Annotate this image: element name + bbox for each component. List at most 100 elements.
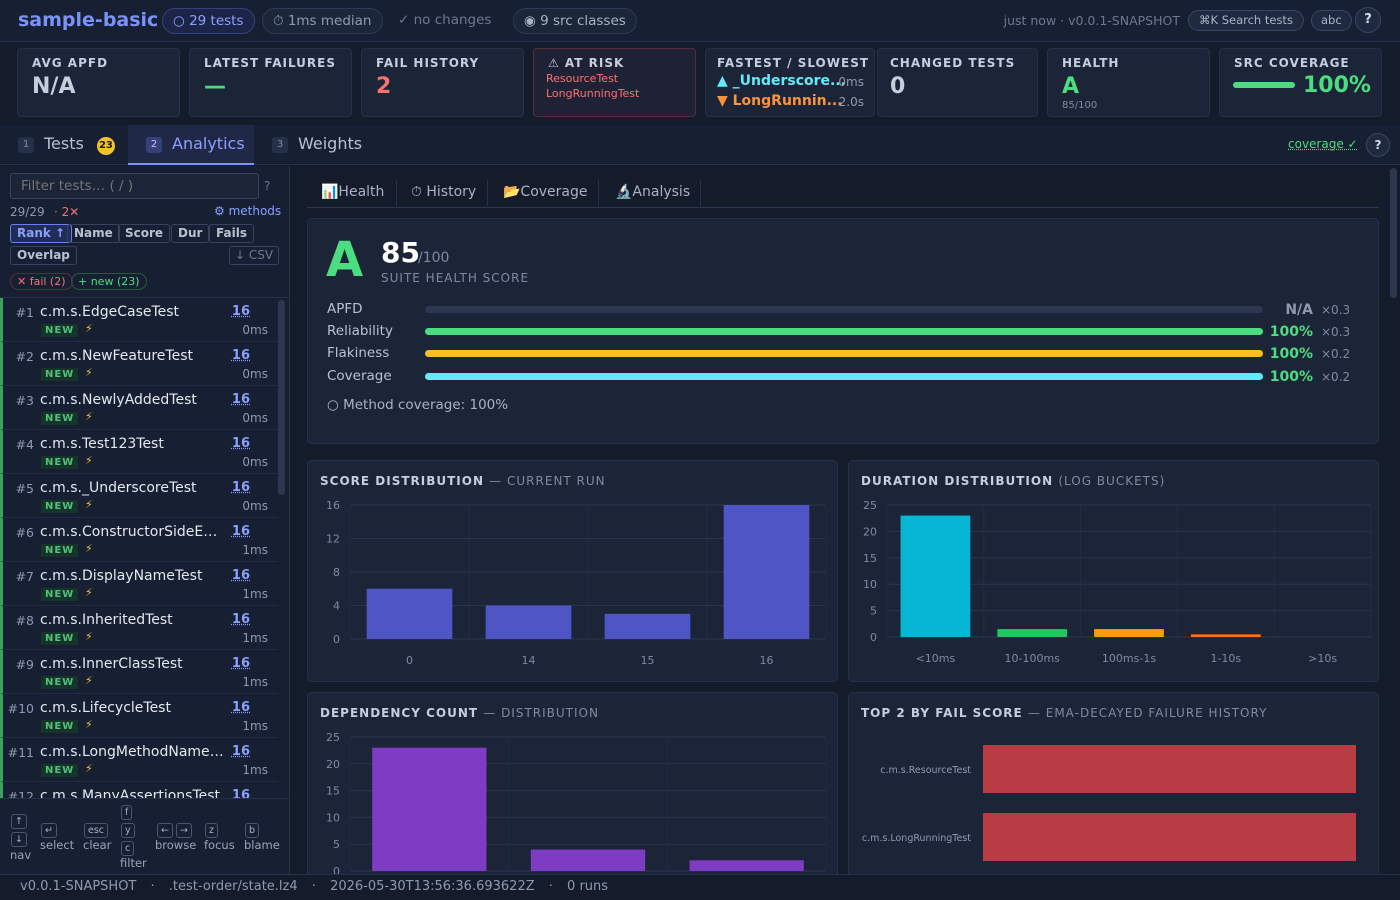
chart-bar[interactable] [983,813,1356,861]
test-score[interactable]: 16 [231,304,250,319]
slowest-test[interactable]: ▼ LongRunnin... [717,93,843,109]
tab-tests[interactable]: 1 Tests 23 [18,125,128,165]
test-row[interactable]: #5 c.m.s._UnderscoreTest NEW 16 0ms ⚡ [0,474,278,518]
filter-tests-input[interactable] [10,173,259,199]
subtab-coverage[interactable]: 📂Coverage [503,184,588,200]
chart-bar[interactable] [530,849,646,871]
new-badge: NEW [41,368,79,381]
test-score[interactable]: 16 [231,788,250,798]
help-button[interactable]: ? [1355,7,1381,33]
metric-label: Reliability [327,323,393,339]
chart-bar[interactable] [604,613,691,639]
test-row[interactable]: #6 c.m.s.ConstructorSideEffe... NEW 16 1ms ⚡ [0,518,278,562]
divider [396,180,397,206]
chart-bar[interactable] [485,605,572,640]
tests-count-pill[interactable]: ○ 29 tests [162,8,255,34]
test-score[interactable]: 16 [231,480,250,495]
fastest-test[interactable]: ▲ _Underscore... [717,73,847,89]
duration-distribution-chart: 0 5 10 15 20 25 <10ms 10-100ms 100ms-1s 1-10s >10s [863,499,1372,665]
test-rank: #7 [15,569,34,584]
card-label: SRC COVERAGE [1234,56,1350,70]
filter-help-icon[interactable]: ? [264,179,271,193]
abc-toggle-button[interactable]: abc [1311,10,1352,31]
test-duration: 1ms [242,675,268,689]
health-score-max: /100 [418,250,450,266]
main-scrollbar[interactable] [1390,168,1397,298]
metric-value: 100% [1269,369,1313,385]
sidebar-scrollbar[interactable] [278,300,285,495]
overlap-button[interactable]: Overlap [10,246,77,265]
test-score[interactable]: 16 [231,392,250,407]
test-name: c.m.s.NewlyAddedTest [40,392,197,408]
test-row[interactable]: #3 c.m.s.NewlyAddedTest NEW 16 0ms ⚡ [0,386,278,430]
coverage-link[interactable]: coverage ✓ [1288,137,1358,151]
sort-fails-button[interactable]: Fails [209,224,254,243]
chart-bar[interactable] [1190,634,1261,637]
tab-weights[interactable]: 3 Weights [272,125,362,165]
test-row[interactable]: #1 c.m.s.EdgeCaseTest NEW 16 0ms ⚡ [0,298,278,342]
sort-score-button[interactable]: Score [118,224,171,243]
app-brand[interactable]: sample-basic [18,9,159,31]
sort-dur-button[interactable]: Dur [171,224,210,243]
chart-bar[interactable] [689,860,804,871]
chart-bar[interactable] [366,588,453,639]
card-at-risk[interactable]: ⚠ AT RISK ResourceTest LongRunningTest [533,48,696,117]
chart-bar[interactable] [1094,629,1164,637]
test-row[interactable]: #7 c.m.s.DisplayNameTest NEW 16 1ms ⚡ [0,562,278,606]
export-csv-button[interactable]: ↓ CSV [229,246,280,265]
footer-timestamp: 2026-05-30T13:56:36.693622Z [330,879,535,894]
divider [0,297,290,298]
methods-toggle[interactable]: ⚙ methods [214,204,282,218]
test-score[interactable]: 16 [231,612,250,627]
subtab-history[interactable]: ⏱ History [411,184,477,200]
src-classes-pill[interactable]: ◉ 9 src classes [513,8,637,34]
tab-label: Tests [44,134,84,153]
card-label: ⚠ AT RISK [548,56,625,70]
risk-item[interactable]: ResourceTest [546,72,619,85]
sort-name-button[interactable]: Name [67,224,120,243]
test-score[interactable]: 16 [231,744,250,759]
chart-bar[interactable] [983,745,1356,793]
key-f: f [121,805,133,820]
chart-title: DEPENDENCY COUNT — DISTRIBUTION [320,706,599,720]
metric-bar [425,350,1263,357]
search-tests-button[interactable]: ⌘K Search tests [1188,10,1304,31]
subtab-analysis[interactable]: 🔬Analysis [615,184,691,200]
test-score[interactable]: 16 [231,568,250,583]
sort-rank-button[interactable]: Rank ↑ [10,224,73,243]
tabs-help-button[interactable]: ? [1366,133,1390,157]
x-tick-label: 1-10s [1210,652,1241,665]
test-score[interactable]: 16 [231,700,250,715]
test-rank: #4 [15,437,34,452]
test-score[interactable]: 16 [231,348,250,363]
version-info: just now · v0.0.1-SNAPSHOT [1003,13,1180,28]
chart-bar[interactable] [723,505,810,639]
test-score[interactable]: 16 [231,656,250,671]
test-row[interactable]: #4 c.m.s.Test123Test NEW 16 0ms ⚡ [0,430,278,474]
test-row[interactable]: #2 c.m.s.NewFeatureTest NEW 16 0ms ⚡ [0,342,278,386]
test-name: c.m.s.LongMethodNameT... [40,744,225,760]
card-subvalue: 85/100 [1062,100,1098,111]
test-row[interactable]: #8 c.m.s.InheritedTest NEW 16 1ms ⚡ [0,606,278,650]
test-row[interactable]: #12 c.m.s.ManyAssertionsTest 16 [0,782,278,798]
tab-analytics[interactable]: 2 Analytics [128,125,254,165]
chart-bar[interactable] [900,515,971,637]
metric-value: 100% [1269,346,1313,362]
test-row[interactable]: #11 c.m.s.LongMethodNameT... NEW 16 1ms ⚡ [0,738,278,782]
metric-weight: ×0.3 [1321,303,1351,317]
status-footer: v0.0.1-SNAPSHOT · .test-order/state.lz4 … [0,874,1400,900]
new-badge: NEW [41,544,79,557]
test-row[interactable]: #9 c.m.s.InnerClassTest NEW 16 1ms ⚡ [0,650,278,694]
risk-item[interactable]: LongRunningTest [546,87,640,100]
key-right: → [176,823,192,838]
metric-bar [425,306,1263,313]
test-score[interactable]: 16 [231,436,250,451]
y-tick-label: 12 [326,533,340,546]
chart-bar[interactable] [997,629,1068,637]
new-filter-chip[interactable]: + new (23) [71,273,147,290]
chart-bar[interactable] [372,747,487,871]
test-row[interactable]: #10 c.m.s.LifecycleTest NEW 16 1ms ⚡ [0,694,278,738]
fail-filter-chip[interactable]: ✕ fail (2) [10,273,73,290]
subtab-health[interactable]: 📊Health [321,184,385,200]
test-score[interactable]: 16 [231,524,250,539]
